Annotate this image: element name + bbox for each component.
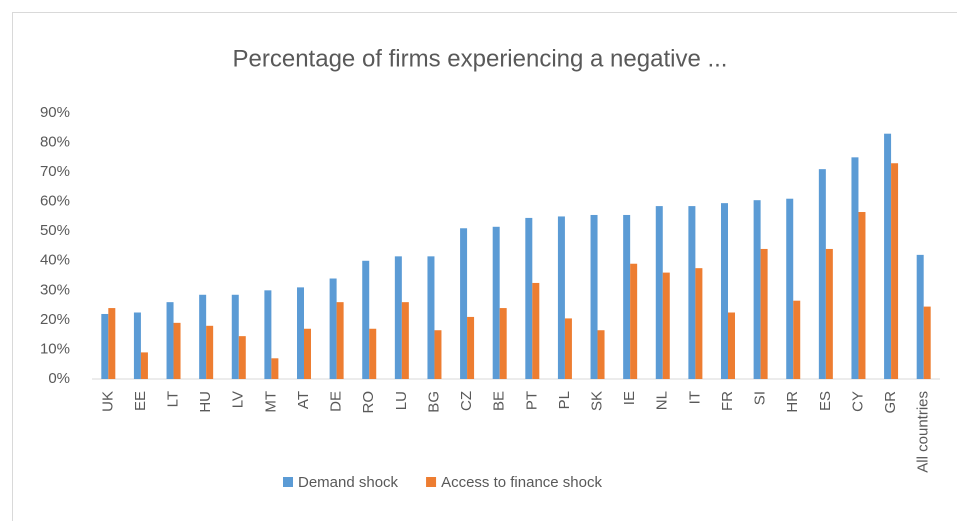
bar	[884, 133, 892, 379]
bar	[173, 322, 181, 379]
x-tick-label: All countries	[915, 391, 932, 473]
bar	[336, 302, 344, 379]
bar	[231, 294, 239, 379]
bar	[133, 312, 141, 379]
legend-label: Demand shock	[298, 474, 399, 491]
bar	[818, 169, 826, 379]
bar	[166, 302, 174, 379]
bar	[206, 325, 214, 379]
bar	[753, 200, 761, 379]
y-tick-label: 40%	[40, 252, 70, 269]
bar	[728, 312, 735, 379]
bar	[434, 330, 442, 379]
bar	[760, 248, 768, 379]
bar	[264, 290, 272, 379]
bar	[688, 206, 696, 379]
x-tick-label: LT	[165, 391, 182, 407]
x-tick-label: EE	[132, 391, 149, 411]
bar	[271, 358, 279, 379]
y-tick-label: 80%	[40, 134, 70, 151]
y-tick-label: 20%	[40, 311, 70, 328]
x-tick-label: UK	[99, 391, 116, 412]
bar	[695, 268, 703, 379]
x-tick-label: AT	[295, 391, 312, 409]
bar	[793, 300, 801, 379]
bar	[597, 330, 605, 379]
bar	[655, 206, 663, 379]
y-tick-label: 50%	[40, 222, 70, 239]
bar	[923, 306, 931, 379]
bar	[238, 336, 246, 379]
bar	[427, 256, 435, 379]
x-tick-label: IE	[621, 391, 638, 405]
bar	[532, 282, 540, 379]
bar	[108, 308, 116, 379]
bar	[851, 157, 859, 379]
bar	[140, 352, 148, 379]
x-tick-label: SK	[589, 391, 606, 411]
y-tick-label: 60%	[40, 193, 70, 210]
legend-swatch	[283, 477, 293, 487]
bar	[891, 163, 899, 379]
bar	[916, 254, 924, 379]
x-tick-label: PT	[523, 391, 540, 410]
bar	[721, 203, 728, 379]
x-tick-label: HR	[784, 391, 801, 413]
y-tick-label: 0%	[48, 370, 70, 387]
bar	[623, 214, 631, 379]
bar	[858, 212, 866, 379]
bar	[630, 263, 638, 379]
y-tick-label: 10%	[40, 340, 70, 357]
x-tick-label: CZ	[458, 391, 475, 411]
x-tick-label: IT	[686, 391, 703, 404]
bar	[401, 302, 409, 379]
x-tick-label: MT	[262, 391, 279, 413]
bar	[467, 316, 475, 379]
x-tick-label: NL	[654, 391, 671, 410]
bar	[199, 294, 207, 379]
bar	[590, 214, 598, 379]
bar	[304, 328, 311, 379]
bar	[460, 228, 468, 379]
bar	[499, 308, 507, 379]
x-tick-label: BE	[491, 391, 508, 411]
bar	[394, 256, 402, 379]
bar	[786, 198, 794, 379]
x-tick-label: LV	[230, 391, 247, 408]
bar	[525, 217, 533, 379]
bar	[329, 278, 337, 379]
bar	[492, 226, 500, 379]
legend-swatch	[426, 477, 437, 487]
bar	[297, 287, 304, 379]
bar	[662, 272, 670, 379]
bar	[564, 318, 572, 379]
x-tick-label: CY	[849, 391, 866, 412]
bar	[362, 260, 370, 379]
bar	[369, 328, 377, 379]
y-tick-label: 30%	[40, 281, 70, 298]
x-tick-label: FR	[719, 391, 736, 411]
legend-label: Access to finance shock	[441, 474, 602, 491]
bar	[825, 248, 833, 379]
x-tick-label: SI	[752, 391, 769, 405]
x-tick-label: BG	[425, 391, 442, 413]
chart-frame	[12, 12, 957, 521]
bar	[101, 313, 109, 379]
y-tick-label: 70%	[40, 163, 70, 180]
x-tick-label: ES	[817, 391, 834, 411]
chart-title: Percentage of firms experiencing a negat…	[233, 45, 728, 72]
x-tick-label: PL	[556, 391, 573, 409]
x-tick-label: LU	[393, 391, 410, 410]
bar	[557, 216, 565, 379]
x-tick-label: GR	[882, 391, 899, 414]
x-tick-label: RO	[360, 391, 377, 414]
x-tick-label: HU	[197, 391, 214, 413]
x-tick-label: DE	[328, 391, 345, 412]
y-tick-label: 90%	[40, 104, 70, 121]
